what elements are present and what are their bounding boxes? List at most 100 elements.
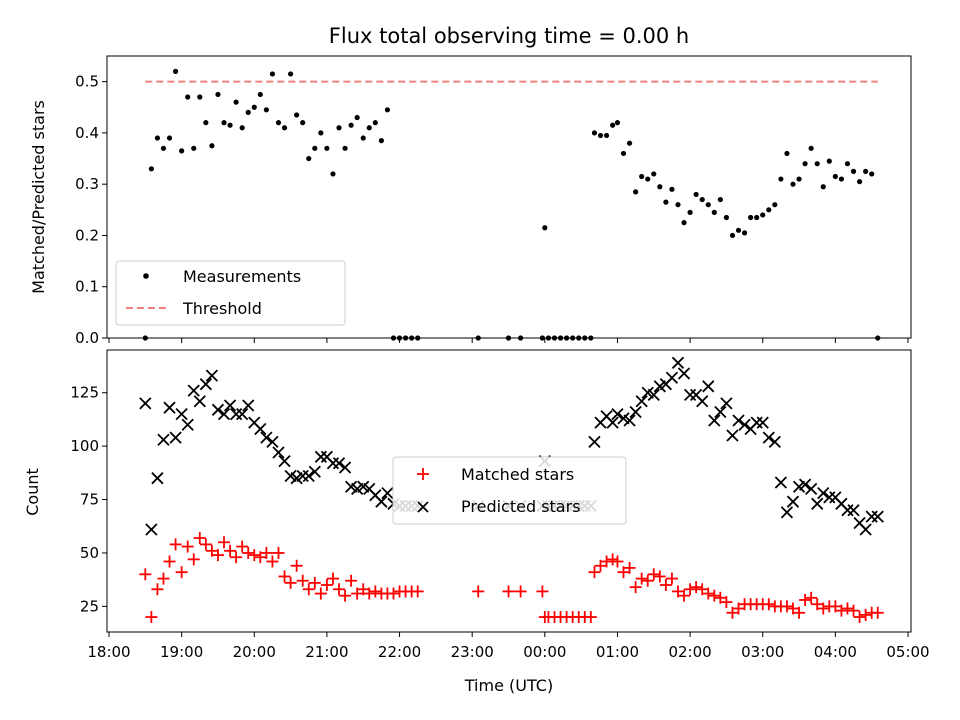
matched-star-point	[588, 566, 601, 579]
bottom-x-tick-label: 01:00	[596, 643, 639, 661]
matched-star-point	[659, 579, 672, 591]
bottom-y-tick-label: 75	[80, 491, 99, 509]
measurement-point	[844, 161, 851, 167]
measurement-point	[645, 176, 651, 182]
matched-star-point	[254, 551, 267, 564]
measurement-point	[336, 125, 342, 131]
predicted-star-point	[817, 486, 830, 500]
legend-measurements-marker	[143, 273, 149, 279]
measurement-point	[402, 335, 409, 341]
predicted-star-point	[181, 418, 194, 431]
predicted-star-point	[314, 450, 327, 463]
predicted-star-point	[187, 384, 200, 397]
predicted-star-point	[714, 405, 727, 419]
measurement-point	[227, 122, 233, 128]
matched-star-point	[696, 583, 709, 596]
measurement-point	[772, 202, 778, 208]
matched-star-point	[224, 544, 237, 557]
predicted-star-point	[157, 433, 170, 446]
measurement-point	[415, 335, 421, 341]
matched-star-point	[805, 591, 818, 604]
predicted-star-point	[665, 371, 679, 384]
predicted-star-point	[871, 510, 884, 523]
bottom-x-tick-label: 05:00	[886, 643, 929, 661]
matched-star-point	[780, 600, 793, 613]
measurement-point	[735, 227, 742, 233]
measurement-point	[557, 335, 564, 341]
matched-star-point	[278, 570, 291, 583]
measurement-point	[693, 191, 699, 198]
matched-star-point	[665, 572, 678, 585]
measurement-point	[166, 135, 173, 141]
predicted-star-point	[762, 431, 775, 444]
matched-star-point	[284, 576, 297, 589]
measurement-point	[360, 135, 366, 141]
matched-star-point	[211, 549, 224, 562]
matched-star-point	[647, 568, 660, 581]
matched-star-point	[339, 589, 352, 602]
matched-star-point	[230, 551, 243, 564]
matched-star-point	[242, 546, 255, 559]
measurement-point	[570, 335, 576, 341]
measurement-point	[542, 225, 548, 231]
legend-threshold-label: Threshold	[182, 299, 262, 318]
bottom-y-tick-label: 50	[80, 544, 99, 562]
measurement-point	[875, 335, 881, 341]
bottom-x-tick-label: 22:00	[378, 643, 421, 661]
legend-measurements-label: Measurements	[183, 267, 301, 286]
measurement-point	[663, 199, 669, 205]
predicted-star-point	[229, 407, 243, 421]
top-y-tick-label: 0.0	[75, 329, 99, 347]
predicted-star-point	[823, 491, 836, 504]
predicted-star-point	[272, 446, 285, 459]
measurement-point	[754, 214, 760, 221]
measurement-point	[294, 112, 300, 118]
matched-star-point	[357, 583, 370, 596]
matched-star-point	[835, 604, 848, 617]
measurement-point	[597, 132, 604, 139]
predicted-star-point	[683, 388, 697, 402]
measurement-point	[275, 120, 282, 126]
measurement-points	[142, 68, 881, 341]
legend-matched-label: Matched stars	[461, 465, 574, 484]
matched-star-point	[218, 536, 231, 549]
measurement-point	[251, 104, 257, 110]
measurement-point	[281, 125, 288, 131]
matched-star-point	[193, 532, 206, 544]
measurement-point	[257, 91, 263, 98]
measurement-point	[324, 145, 330, 151]
predicted-star-point	[671, 356, 685, 369]
bottom-x-tick-label: 19:00	[160, 643, 203, 661]
predicted-star-point	[326, 457, 340, 470]
measurement-point	[160, 145, 167, 151]
predicted-star-point	[308, 465, 321, 478]
measurement-point	[239, 125, 245, 131]
measurement-point	[263, 107, 269, 113]
predicted-star-point	[242, 399, 255, 412]
measurement-point	[814, 161, 820, 167]
measurement-point	[330, 171, 336, 177]
measurement-point	[705, 202, 711, 208]
matched-star-point	[514, 585, 527, 598]
bottom-x-tick-label: 04:00	[814, 643, 857, 661]
predicted-star-point	[139, 397, 152, 410]
predicted-star-point	[702, 380, 715, 393]
bottom-y-tick-label: 125	[70, 384, 99, 402]
predicted-star-point	[296, 469, 309, 483]
bottom-x-tick-label: 00:00	[523, 643, 566, 661]
measurement-point	[318, 130, 324, 136]
bottom-x-tick-label: 23:00	[451, 643, 494, 661]
measurement-point	[172, 68, 179, 74]
predicted-star-point	[236, 407, 249, 421]
measurement-point	[148, 166, 154, 172]
matched-star-point	[320, 579, 333, 591]
matched-star-point	[163, 555, 176, 568]
bottom-y-axis-label: Count	[23, 468, 42, 516]
matched-star-point	[308, 576, 321, 589]
predicted-star-point	[375, 495, 388, 508]
matched-star-point	[151, 583, 164, 596]
matched-star-point	[199, 538, 212, 551]
matched-star-point	[139, 568, 152, 581]
measurement-point	[863, 168, 869, 174]
measurement-point	[687, 209, 693, 215]
